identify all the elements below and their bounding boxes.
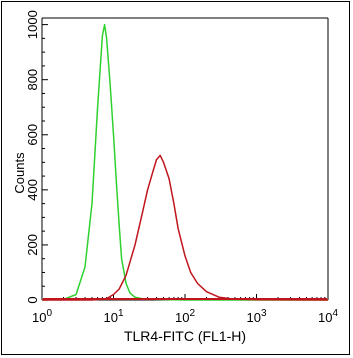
x-tick-label: 103 xyxy=(246,308,266,325)
y-tick-label: 200 xyxy=(25,234,40,256)
series-line-1 xyxy=(41,23,328,301)
y-tick-label: 400 xyxy=(25,179,40,201)
x-axis-title: TLR4-FITC (FL1-H) xyxy=(124,328,246,344)
series-line-2 xyxy=(42,154,329,301)
plot-frame xyxy=(1,1,350,355)
x-tick-label: 102 xyxy=(175,308,195,325)
x-tick-label: 100 xyxy=(32,308,52,325)
x-tick-label: 104 xyxy=(318,308,338,325)
y-tick-label: 800 xyxy=(25,69,40,91)
y-tick-label: 1000 xyxy=(25,10,40,39)
y-tick-label: 600 xyxy=(25,124,40,146)
y-tick-label: 0 xyxy=(25,296,40,303)
x-tick-label: 101 xyxy=(103,308,123,325)
y-axis-title: Counts xyxy=(12,152,27,194)
